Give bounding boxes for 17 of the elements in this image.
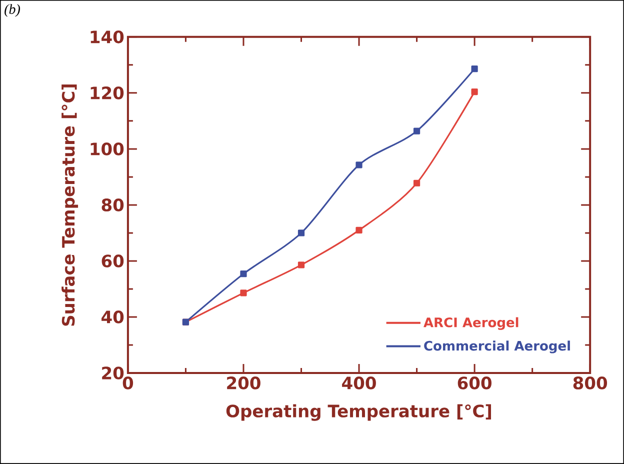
y-tick-label: 100	[90, 142, 124, 156]
legend-label: ARCI Aerogel	[424, 317, 518, 330]
y-tick-label: 140	[90, 30, 124, 44]
y-tick-label: 120	[90, 86, 124, 100]
x-axis-title: Operating Temperature [°C]	[226, 404, 492, 421]
x-tick-label: 200	[227, 376, 260, 390]
x-tick-label: 600	[458, 376, 492, 390]
x-tick-label: 400	[342, 376, 376, 390]
y-axis-title: Surface Temperature [°C]	[62, 84, 78, 326]
y-tick-label: 40	[102, 310, 124, 324]
x-tick-label: 0	[122, 376, 134, 390]
y-tick-label: 20	[102, 366, 124, 380]
legend-label: Commercial Aerogel	[424, 340, 570, 354]
y-tick-label: 80	[102, 198, 124, 212]
y-tick-label: 60	[102, 254, 124, 268]
x-tick-label: 800	[573, 376, 608, 390]
text: (b)	[4, 4, 20, 17]
